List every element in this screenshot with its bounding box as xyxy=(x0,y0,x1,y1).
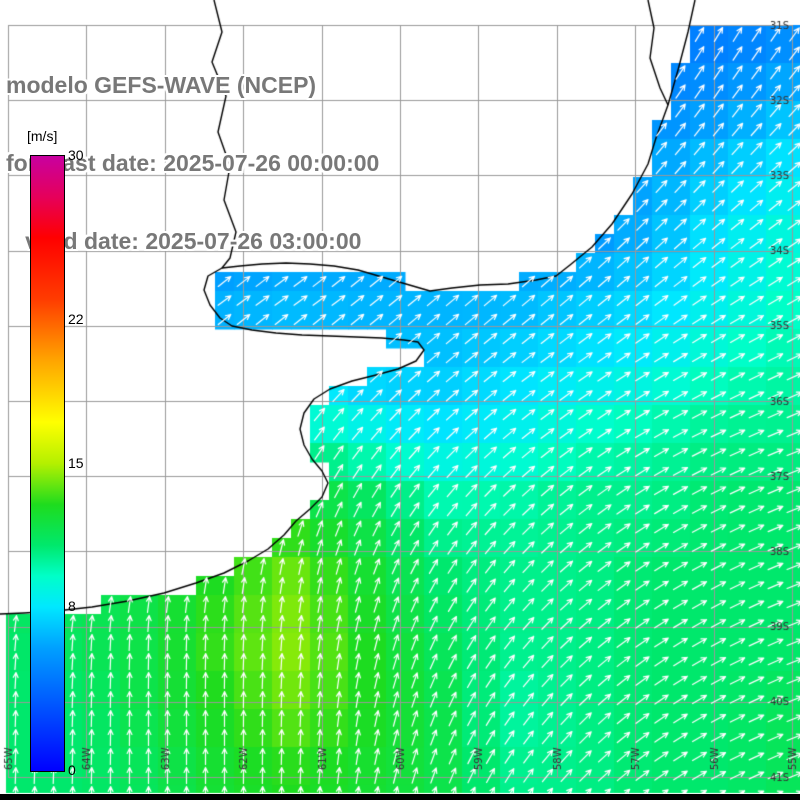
colorbar-unit-label: [m/s] xyxy=(27,128,58,144)
colorbar-tick-30: 30 xyxy=(68,147,84,163)
colorbar-tick-8: 8 xyxy=(68,598,76,614)
colorbar-tick-0: 0 xyxy=(68,762,76,778)
colorbar-tick-15: 15 xyxy=(68,454,84,471)
colorbar-gradient xyxy=(30,155,65,772)
figure-bottom-border xyxy=(0,794,800,800)
model-title: modelo GEFS-WAVE (NCEP) xyxy=(6,72,317,98)
colorbar-tick-22: 22 xyxy=(68,311,84,327)
